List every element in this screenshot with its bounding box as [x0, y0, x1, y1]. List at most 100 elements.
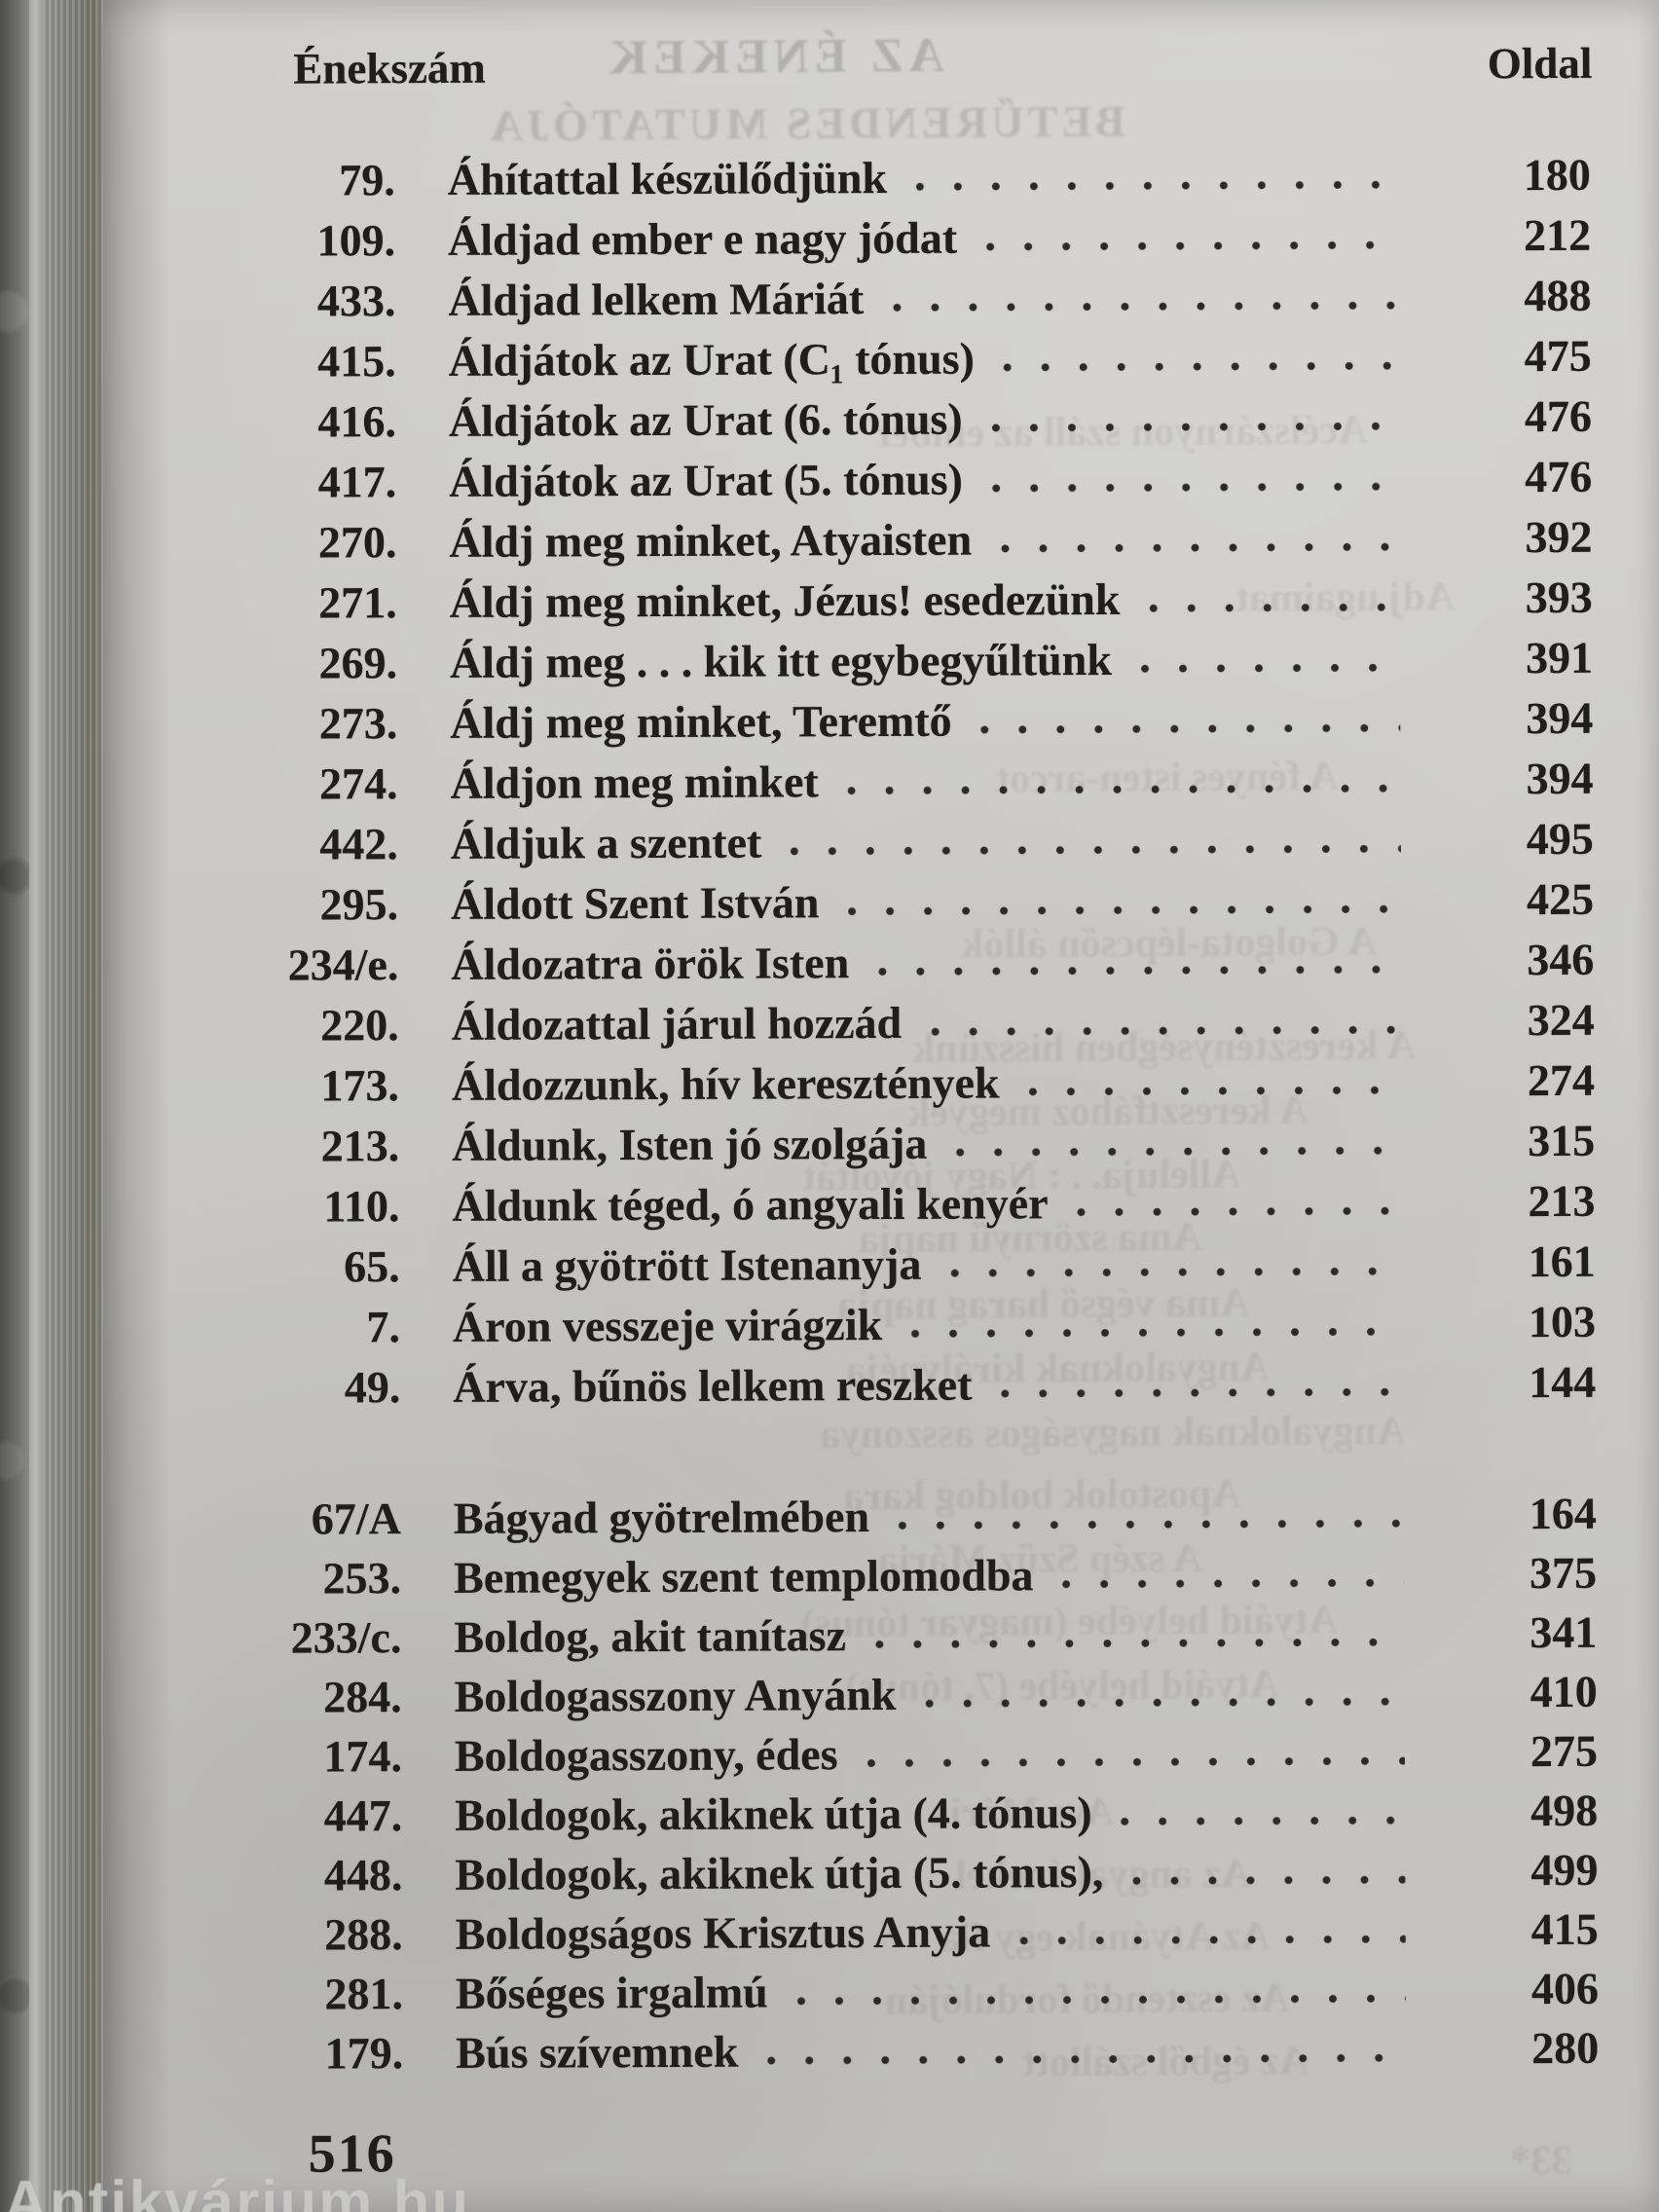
row-song-number: 213. — [320, 1121, 400, 1171]
row-title: Áldjuk a szentet — [450, 817, 762, 868]
row-page-number: 280 — [1531, 2022, 1600, 2074]
row-dot-leader — [948, 1265, 1403, 1279]
row-song-number: 447. — [323, 1790, 403, 1841]
row-page-number: 324 — [1527, 994, 1595, 1046]
row-dot-leader — [1001, 359, 1399, 374]
row-song-number: 220. — [320, 1000, 399, 1051]
index-row: 417. Áldjátok az Urat (5. tónus) 476 — [100, 447, 1656, 514]
row-page-number: 394 — [1526, 692, 1594, 744]
row-song-number: 173. — [320, 1060, 400, 1111]
row-page-number: 393 — [1525, 571, 1593, 623]
row-song-number: 270. — [317, 517, 397, 568]
row-title: Áhítattal készülődjünk — [447, 152, 888, 204]
row-song-number: 417. — [317, 457, 397, 507]
row-song-number: 174. — [323, 1731, 403, 1782]
index-row: 269. Áldj meg . . . kik itt egybegyűltün… — [101, 628, 1657, 695]
index-row: 271. Áldj meg minket, Jézus! esedezünk 3… — [101, 568, 1657, 635]
row-page-number: 495 — [1526, 813, 1594, 865]
index-row: 447. Boldogok, akiknek útja (4. tónus) 4… — [106, 1781, 1659, 1847]
index-row: 174. Boldogasszony, édes 275 — [106, 1721, 1659, 1788]
row-song-number: 65. — [344, 1241, 400, 1292]
row-song-number: 233/c. — [290, 1612, 402, 1663]
row-page-number: 341 — [1530, 1606, 1598, 1658]
index-row: 233/c. Boldog, akit tanítasz 341 — [105, 1603, 1659, 1669]
row-song-number: 415. — [317, 336, 396, 387]
index-group-2: 67/A Bágyad gyötrelmében 164 253. Bemegy… — [105, 1484, 1659, 2084]
index-row: 179. Bús szívemnek 280 — [107, 2018, 1659, 2084]
row-title: Bőséges irgalmú — [455, 1967, 768, 2018]
row-song-number: 234/e. — [287, 940, 399, 990]
row-title: Áldjad ember e nagy jódat — [448, 212, 958, 265]
row-title: Áldj meg minket, Atyaisten — [449, 514, 973, 567]
row-dot-leader — [999, 1385, 1404, 1400]
row-page-number: 394 — [1526, 753, 1594, 804]
row-dot-leader — [1026, 1084, 1402, 1098]
row-page-number: 498 — [1530, 1785, 1599, 1836]
index-row: 448. Boldogok, akiknek útja (5. tónus), … — [106, 1840, 1659, 1906]
row-page-number: 274 — [1527, 1054, 1596, 1106]
index-row: 7. Áron vesszeje virágzik 103 — [104, 1292, 1659, 1359]
row-title: Áron vesszeje virágzik — [452, 1299, 883, 1351]
row-dot-leader — [872, 1636, 1405, 1651]
row-song-number: 273. — [318, 698, 398, 749]
index-row: 109. Áldjad ember e nagy jódat 212 — [99, 205, 1655, 273]
index-row: 173. Áldozzunk, hív keresztények 274 — [103, 1051, 1659, 1118]
index-row: 433. Áldjad lelkem Máriát 488 — [99, 266, 1655, 333]
row-title: Áldjon meg minket — [450, 756, 819, 808]
row-dot-leader — [909, 1325, 1404, 1340]
row-dot-leader — [978, 721, 1401, 736]
row-page-number: 275 — [1530, 1725, 1599, 1777]
row-song-number: 179. — [324, 2028, 404, 2079]
row-title: Boldogságos Krisztus Anyja — [455, 1906, 991, 1959]
row-dot-leader — [1130, 1873, 1406, 1887]
row-dot-leader — [1147, 601, 1400, 614]
row-title: Boldogasszony, édes — [454, 1729, 838, 1781]
page-edge-highlight — [29, 0, 43, 2212]
index-row: 253. Bemegyek szent templomodba 375 — [105, 1543, 1659, 1609]
row-song-number: 271. — [318, 577, 397, 628]
row-page-number: 415 — [1530, 1903, 1599, 1955]
photo-background-edge — [0, 0, 29, 2212]
row-dot-leader — [954, 1144, 1403, 1159]
column-headers: Énekszám Oldal — [98, 38, 1654, 95]
row-title: Áldjad lelkem Máriát — [448, 274, 865, 325]
row-dot-leader — [789, 842, 1401, 858]
row-title: Boldog, akit tanítasz — [454, 1610, 847, 1662]
row-dot-leader — [989, 480, 1400, 495]
row-page-number: 144 — [1529, 1356, 1597, 1408]
index-content: Énekszám Oldal 79. Áhítattal készülődjün… — [98, 0, 1659, 2212]
index-row: 79. Áhítattal készülődjünk 180 — [99, 145, 1655, 212]
index-row: 416. Áldjátok az Urat (6. tónus) 476 — [100, 387, 1656, 454]
index-row: 274. Áldjon meg minket 394 — [101, 749, 1657, 816]
row-dot-leader — [1075, 1204, 1403, 1219]
row-song-number: 284. — [323, 1672, 402, 1722]
row-title: Bemegyek szent templomodba — [453, 1550, 1034, 1603]
row-dot-leader — [914, 178, 1398, 193]
index-row: 234/e. Áldozatra örök Isten 346 — [102, 930, 1658, 997]
row-page-number: 375 — [1529, 1547, 1598, 1599]
row-page-number: 161 — [1528, 1235, 1596, 1287]
row-title: Áll a gyötrött Istenanyja — [452, 1238, 922, 1291]
row-song-number: 416. — [317, 396, 397, 447]
gutter-shadow — [103, 0, 171, 2212]
column-header-song-number: Énekszám — [293, 43, 486, 93]
row-page-number: 103 — [1528, 1296, 1597, 1347]
row-title: Áldunk, Isten jó szolgája — [452, 1118, 928, 1170]
row-page-number: 392 — [1525, 511, 1593, 563]
row-dot-leader — [999, 540, 1400, 555]
antikvarium-watermark: Antikvárium.hu — [4, 2169, 471, 2212]
row-dot-leader — [1060, 1576, 1405, 1591]
row-song-number: 448. — [323, 1850, 403, 1900]
row-dot-leader — [929, 1023, 1402, 1038]
index-row: 288. Boldogságos Krisztus Anyja 415 — [107, 1899, 1659, 1966]
book-page-stack-edge — [43, 0, 103, 2212]
column-header-page: Oldal — [1487, 38, 1593, 89]
row-page-number: 391 — [1525, 632, 1594, 683]
row-title: Áldjátok az Urat (5. tónus) — [449, 454, 964, 506]
index-row: 415. Áldjátok az Urat (C₁ tónus) 475 — [100, 326, 1656, 393]
row-song-number: 7. — [366, 1302, 401, 1352]
row-page-number: 180 — [1523, 149, 1591, 201]
row-dot-leader — [1138, 661, 1401, 675]
row-dot-leader — [876, 963, 1402, 978]
row-title: Áldott Szent István — [450, 877, 820, 929]
